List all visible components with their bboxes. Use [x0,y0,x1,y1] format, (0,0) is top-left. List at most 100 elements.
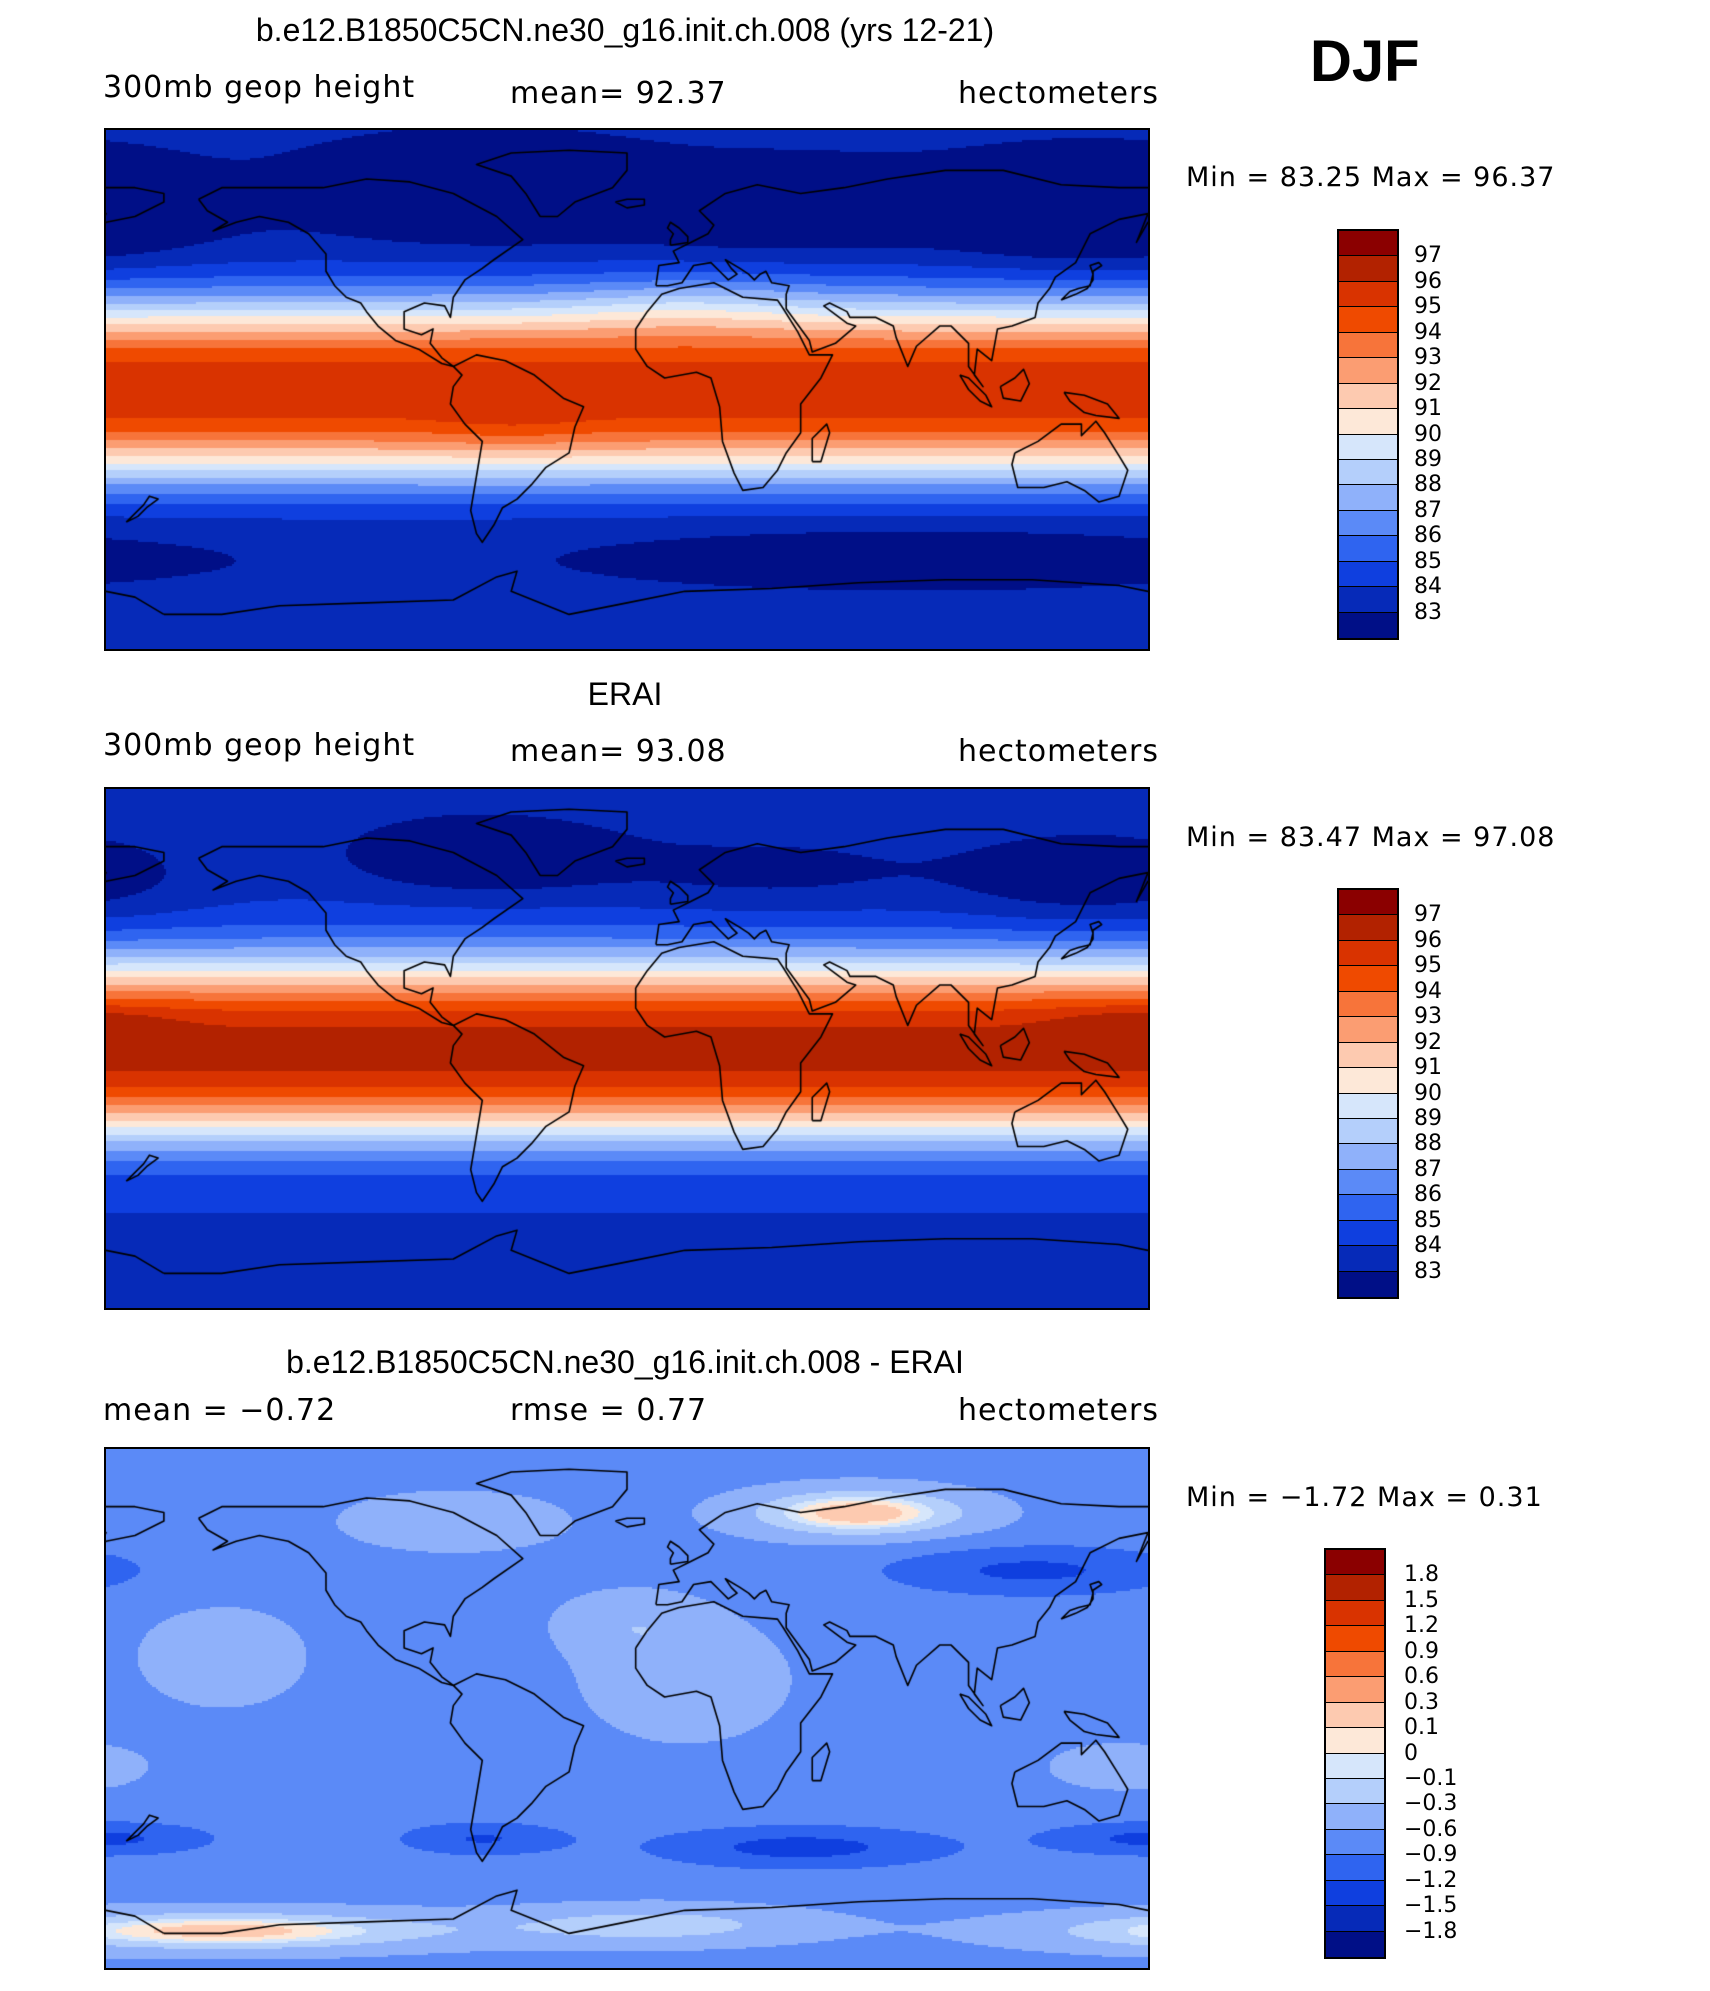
panel-3-rmse-label: rmse = 0.77 [510,1393,708,1428]
colorbar-swatch [1339,587,1397,613]
colorbar-swatch [1339,1246,1397,1272]
colorbar-swatch [1326,1829,1384,1856]
colorbar-swatch [1339,459,1397,486]
colorbar-tick-label: −0.9 [1404,1842,1458,1868]
panel-2-mean-label: mean= 93.08 [510,734,727,769]
colorbar-swatch [1326,1575,1384,1601]
panel-3-mean-label: mean = −0.72 [103,1393,337,1428]
colorbar-swatch [1326,1855,1384,1881]
colorbar-swatch [1339,561,1397,588]
colorbar-tick-label: 90 [1414,1080,1442,1106]
panel-1-title: b.e12.B1850C5CN.ne30_g16.init.ch.008 (yr… [255,12,995,48]
colorbar-swatch [1326,1702,1384,1729]
colorbar-tick-label: 84 [1414,1233,1442,1259]
colorbar-tick-label: −0.6 [1404,1816,1458,1842]
colorbar-swatch [1339,485,1397,511]
colorbar-tick-label: 87 [1414,1156,1442,1182]
colorbar-tick-label: −1.2 [1404,1867,1458,1893]
colorbar-tick-label: 94 [1414,319,1442,345]
colorbar-swatch [1339,1068,1397,1094]
contour-field [106,130,1148,649]
colorbar-tick-label: 92 [1414,370,1442,396]
panel-2-minmax: Min = 83.47 Max = 97.08 [1186,822,1556,853]
colorbar-tick-label: 94 [1414,978,1442,1004]
colorbar-swatch [1339,890,1397,916]
colorbar-swatch [1339,991,1397,1018]
colorbar-tick-label: 95 [1414,953,1442,979]
contour-field [106,1449,1148,1968]
colorbar-tick-label: 83 [1414,599,1442,625]
colorbar-tick-label: 0.6 [1404,1664,1439,1690]
colorbar-swatch [1339,1220,1397,1247]
colorbar-tick-label: 91 [1414,396,1442,422]
colorbar-swatch [1326,1550,1384,1576]
colorbar-tick-label: 1.2 [1404,1613,1439,1639]
colorbar-swatch [1339,1118,1397,1145]
colorbar-tick-label: 96 [1414,927,1442,953]
colorbar-swatch [1339,536,1397,562]
panel-2-colorbar [1337,888,1399,1299]
colorbar-swatch [1339,1169,1397,1196]
colorbar-tick-label: 88 [1414,1131,1442,1157]
colorbar-tick-label: 86 [1414,1182,1442,1208]
colorbar-swatch [1339,1271,1397,1297]
colorbar-tick-label: 85 [1414,1207,1442,1233]
colorbar-swatch [1339,915,1397,941]
colorbar-swatch [1339,1017,1397,1043]
colorbar-swatch [1339,940,1397,967]
panel-3-colorbar [1324,1548,1386,1959]
colorbar-swatch [1339,358,1397,384]
colorbar-tick-label: 97 [1414,243,1442,269]
colorbar-swatch [1339,1195,1397,1221]
colorbar-tick-label: 1.8 [1404,1562,1439,1588]
colorbar-tick-label: 89 [1414,446,1442,472]
panel-2-title: ERAI [587,676,663,712]
colorbar-tick-label: 89 [1414,1105,1442,1131]
colorbar-tick-label: 90 [1414,421,1442,447]
colorbar-swatch [1339,434,1397,460]
colorbar-swatch [1326,1931,1384,1957]
colorbar-tick-label: 0 [1404,1740,1418,1766]
colorbar-tick-label: 1.5 [1404,1587,1439,1613]
colorbar-swatch [1339,1093,1397,1119]
colorbar-tick-label: 0.1 [1404,1715,1439,1741]
colorbar-tick-label: −1.5 [1404,1893,1458,1919]
colorbar-tick-label: 87 [1414,497,1442,523]
colorbar-swatch [1339,281,1397,308]
colorbar-swatch [1339,966,1397,992]
panel-2-units-label: hectometers [958,734,1159,769]
colorbar-swatch [1339,1144,1397,1170]
colorbar-swatch [1339,383,1397,410]
colorbar-tick-label: 85 [1414,548,1442,574]
panel-3-title: b.e12.B1850C5CN.ne30_g16.init.ch.008 - E… [286,1344,964,1380]
panel-3-map [104,1447,1150,1970]
colorbar-swatch [1339,256,1397,282]
panel-1-minmax: Min = 83.25 Max = 96.37 [1186,162,1556,193]
panel-1-variable-label: 300mb geop height [103,70,416,105]
colorbar-tick-label: 91 [1414,1055,1442,1081]
colorbar-swatch [1339,332,1397,359]
colorbar-swatch [1326,1728,1384,1754]
panel-1-units-label: hectometers [958,76,1159,111]
colorbar-swatch [1326,1753,1384,1779]
colorbar-tick-label: 0.3 [1404,1689,1439,1715]
colorbar-swatch [1339,510,1397,537]
colorbar-tick-label: 92 [1414,1029,1442,1055]
colorbar-tick-label: 0.9 [1404,1638,1439,1664]
colorbar-swatch [1326,1651,1384,1678]
colorbar-swatch [1339,307,1397,333]
panel-1-map [104,128,1150,651]
colorbar-swatch [1326,1880,1384,1907]
panel-3-units-label: hectometers [958,1393,1159,1428]
panel-1-mean-label: mean= 92.37 [510,76,727,111]
colorbar-swatch [1326,1906,1384,1932]
colorbar-tick-label: 88 [1414,472,1442,498]
colorbar-tick-label: 83 [1414,1258,1442,1284]
colorbar-tick-label: 93 [1414,1004,1442,1030]
colorbar-tick-label: 96 [1414,268,1442,294]
panel-2-map [104,787,1150,1310]
colorbar-tick-label: 86 [1414,523,1442,549]
colorbar-swatch [1326,1626,1384,1652]
colorbar-tick-label: 84 [1414,574,1442,600]
panel-1-colorbar [1337,229,1399,640]
